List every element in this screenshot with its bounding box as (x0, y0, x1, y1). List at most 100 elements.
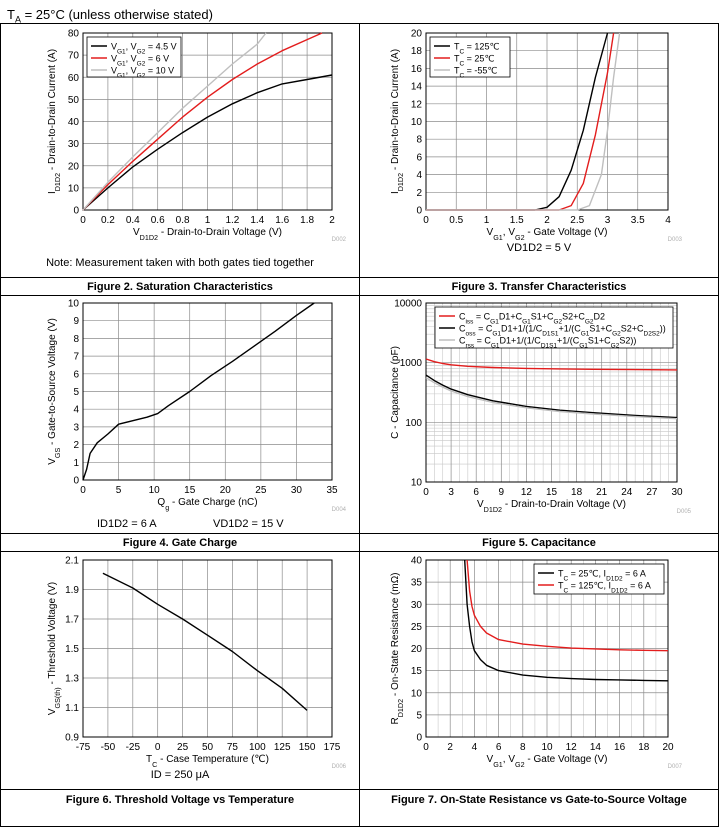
header-symbol: T (7, 7, 15, 22)
plot-area: 0 3 6 9 12 15 18 21 24 27 30 10 100 1000 10000 VD1D2 - … (390, 299, 692, 516)
y-tick-label: 5 (73, 387, 79, 398)
x-tick-label: 9 (499, 487, 505, 498)
x-tick-label: 0.8 (176, 215, 190, 226)
x-tick-label: 1 (484, 215, 490, 226)
y-tick-label: 0 (416, 206, 422, 217)
x-tick-label: 0 (80, 215, 86, 226)
y-tick-label: 0 (416, 733, 422, 744)
figure-6-caption: Figure 6. Threshold Voltage vs Temperatu… (65, 794, 295, 806)
figure-code: D004 (332, 507, 347, 513)
x-tick-label: 18 (638, 742, 650, 753)
y-tick-label: 35 (411, 578, 423, 589)
x-tick-label: 30 (671, 487, 683, 498)
x-axis-label: TC - Case Temperature (℃) (146, 754, 269, 769)
y-tick-label: 1 (73, 458, 79, 469)
y-tick-label: 100 (405, 418, 422, 429)
y-tick-label: 1000 (400, 358, 423, 369)
caption-divider (1, 789, 359, 790)
x-tick-label: 50 (202, 742, 214, 753)
x-tick-label: 6 (473, 487, 479, 498)
y-tick-label: 70 (68, 51, 80, 62)
figure-code: D002 (332, 237, 347, 243)
drain-voltage-condition: VD1D2 = 15 V (213, 518, 284, 530)
x-tick-label: 1.2 (225, 215, 239, 226)
y-tick-label: 8 (73, 334, 79, 345)
y-tick-label: 8 (416, 135, 422, 146)
legend-label: VG1, VG2 = 10 V (111, 66, 174, 80)
plot-frame (425, 302, 678, 483)
x-tick-label: 15 (546, 487, 558, 498)
plot-area: 0 2 4 6 8 10 12 14 16 18 20 0 5 10 15 20 25 30 35 40 VG1, VG… (390, 556, 683, 771)
y-tick-label: 1.3 (65, 674, 79, 685)
x-tick-label: 4 (665, 215, 671, 226)
x-tick-label: 35 (326, 485, 338, 496)
x-tick-label: 0 (80, 485, 86, 496)
series-line (102, 572, 308, 711)
x-tick-label: 2 (544, 215, 550, 226)
caption-divider (360, 789, 718, 790)
legend-label: TC = 125℃, ID1D2 = 6 A (558, 581, 651, 595)
x-tick-label: 8 (520, 742, 526, 753)
y-tick-label: 12 (411, 99, 423, 110)
figure-3-caption: Figure 3. Transfer Characteristics (451, 281, 627, 293)
x-tick-label: 3 (605, 215, 611, 226)
header-subscript: A (14, 14, 21, 25)
y-tick-label: 10 (411, 478, 423, 489)
x-tick-label: 175 (324, 742, 341, 753)
figure-5-cell: 0 3 6 9 12 15 18 21 24 27 30 10 100 1000 10000 VD1D2 - … (359, 295, 719, 552)
x-tick-label: 3 (448, 487, 454, 498)
y-tick-label: 9 (73, 316, 79, 327)
x-tick-label: 24 (621, 487, 633, 498)
figure-code: D005 (677, 509, 692, 515)
header-text: = 25°C (unless otherwise stated) (20, 7, 213, 22)
figure-code: D007 (668, 764, 683, 770)
y-axis-label: ID1D2 - Drain-to-Drain Current (A) (47, 49, 62, 194)
legend: TC = 125℃TC = 25℃TC = -55℃ (429, 36, 511, 80)
x-tick-label: 2 (329, 215, 335, 226)
drain-voltage-condition: VD1D2 = 5 V (506, 242, 572, 254)
x-tick-label: 10 (149, 485, 161, 496)
y-tick-label: 1.7 (65, 615, 79, 626)
x-axis-label: VG1, VG2 - Gate Voltage (V) (487, 754, 608, 769)
y-tick-label: 40 (68, 117, 80, 128)
measurement-note: Note: Measurement taken with both gates … (46, 257, 314, 269)
drain-current-condition: ID1D2 = 6 A (97, 518, 157, 530)
figure-6-cell: -75 -50 -25 0 25 50 75 100 125 150 175 0.9 1.1 1.3 1.5… (0, 551, 360, 827)
y-tick-label: 16 (411, 64, 423, 75)
plot-frame (82, 559, 333, 738)
legend-label: VG1, VG2 = 4.5 V (111, 42, 177, 56)
conditions-header: TA = 25°C (unless otherwise stated) (7, 7, 213, 25)
y-axis-label: VGS(th) - Threshold Voltage (V) (47, 582, 62, 715)
y-tick-label: 7 (73, 352, 79, 363)
x-tick-label: 5 (116, 485, 122, 496)
legend-label: TC = -55℃ (454, 66, 498, 80)
x-tick-label: 4 (472, 742, 478, 753)
on-resistance-chart: 0 2 4 6 8 10 12 14 16 18 20 0 5 10 15 20 25 30 35 40 VG1, VG… (390, 556, 683, 771)
x-tick-label: 20 (220, 485, 232, 496)
series-line (82, 302, 315, 481)
y-tick-label: 30 (411, 600, 423, 611)
y-tick-label: 30 (68, 139, 80, 150)
x-tick-label: 10 (541, 742, 553, 753)
y-tick-label: 4 (416, 170, 422, 181)
x-tick-label: 125 (274, 742, 291, 753)
y-tick-label: 1.5 (65, 644, 79, 655)
x-tick-label: -25 (126, 742, 141, 753)
y-tick-label: 80 (68, 29, 80, 40)
x-tick-label: 1 (205, 215, 211, 226)
drain-current-condition: ID = 250 μA (150, 769, 210, 781)
legend-label: Crss = CG1D1+1/(1/CD1S1+1/(CG1S1+CG2S2)) (459, 336, 636, 350)
series-line (425, 374, 678, 419)
y-tick-label: 0 (73, 476, 79, 487)
x-tick-label: 150 (299, 742, 316, 753)
y-tick-label: 10 (68, 183, 80, 194)
y-tick-label: 25 (411, 622, 423, 633)
y-tick-label: 5 (416, 710, 422, 721)
legend-box (434, 306, 674, 349)
x-tick-label: 0.4 (126, 215, 140, 226)
x-tick-label: 0 (423, 215, 429, 226)
x-tick-label: 2 (447, 742, 453, 753)
x-tick-label: 16 (614, 742, 626, 753)
